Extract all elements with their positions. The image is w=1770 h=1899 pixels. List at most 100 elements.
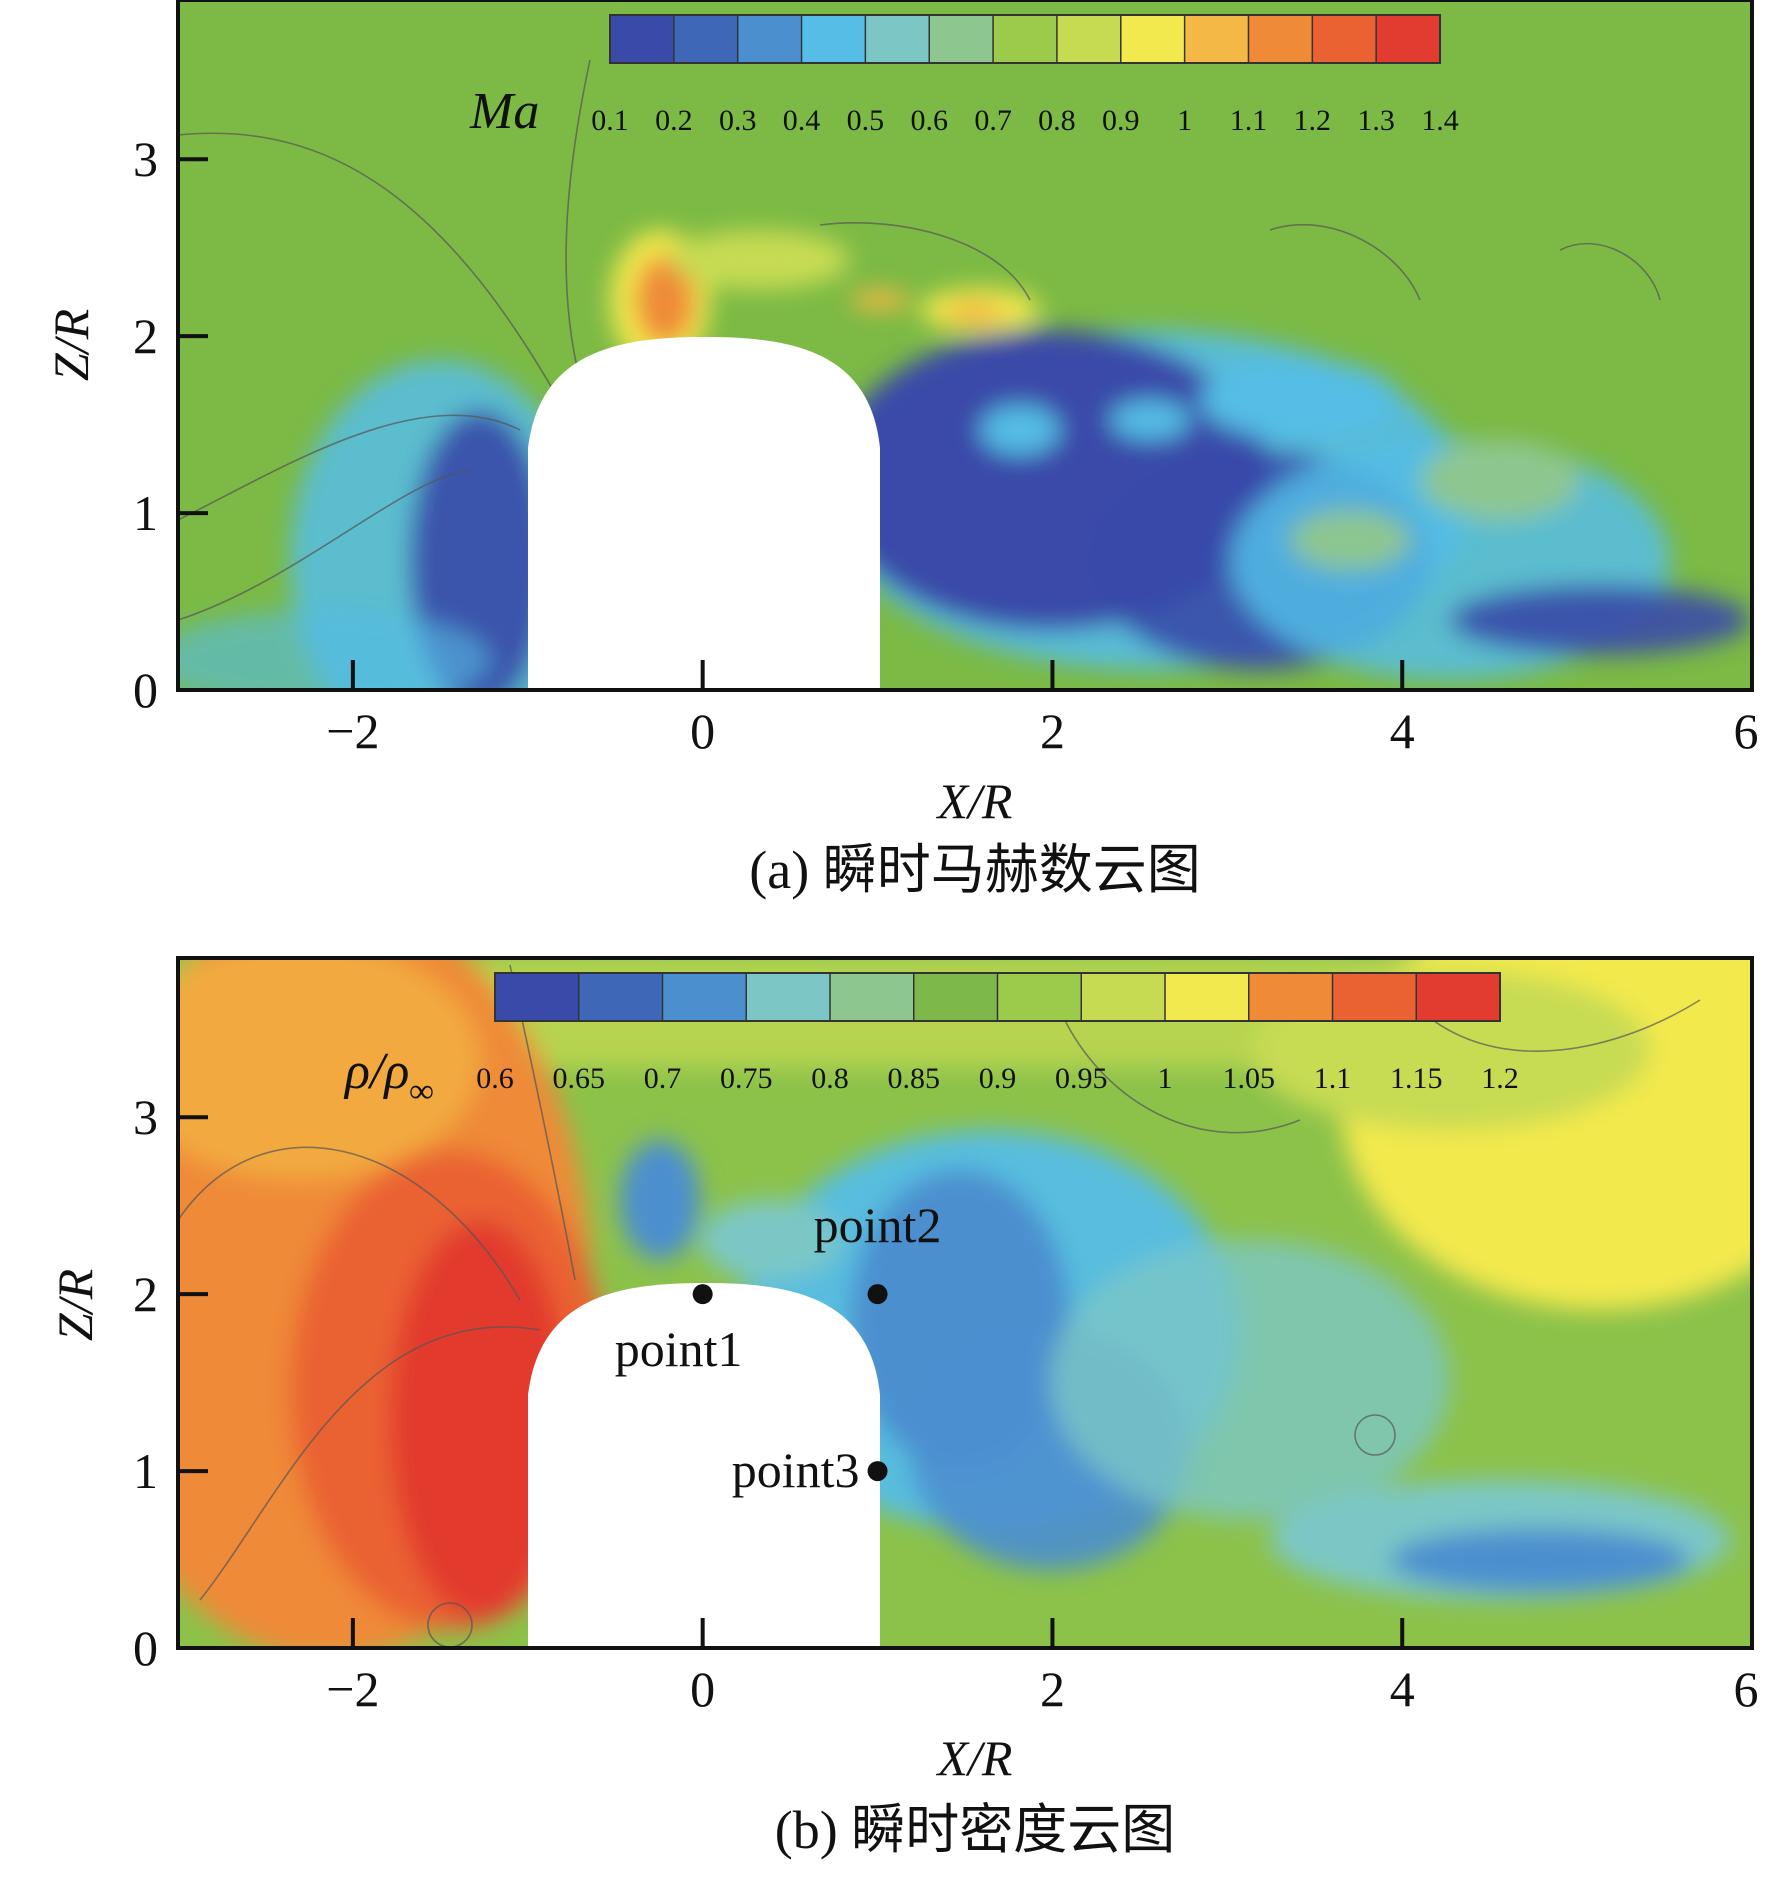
colorbar-tick-label: 0.85 (888, 1062, 941, 1095)
colorbar-tick-label: 0.6 (910, 104, 948, 137)
colorbar-segment (1332, 973, 1417, 1021)
colorbar-tick-label: 0.8 (811, 1062, 849, 1095)
colorbar-tick-label: 1.3 (1357, 104, 1395, 137)
colorbar-segment (662, 973, 747, 1021)
density-colorbar: 0.6 0.65 0.7 0.75 0.8 0.85 0.9 0.95 1 1.05 1.1 1.15… (476, 972, 1519, 1095)
x-tick-label: 0 (690, 1661, 715, 1717)
colorbar-tick-label: 1.4 (1421, 104, 1459, 137)
colorbar-segment (1165, 973, 1250, 1021)
colorbar-tick-label: 0.3 (719, 104, 757, 137)
probe-point-label: point1 (615, 1321, 743, 1377)
colorbar-segment (1376, 15, 1441, 63)
plot-frame-a (176, 0, 1754, 692)
body-shape-b (528, 1283, 880, 1648)
x-tick-label: 2 (1040, 1661, 1065, 1717)
colorbar-tick-label: 0.6 (476, 1062, 514, 1095)
colorbar-tick-label: 0.2 (655, 104, 693, 137)
colorbar-segment (1056, 15, 1122, 63)
colorbar-frame (494, 972, 1501, 1022)
y-tick-label: 1 (133, 1443, 158, 1499)
axes-b: −2 0 2 4 6 0 1 2 3 (133, 1089, 1759, 1717)
density-colorbar-title: ρ/ρ∞ (343, 1043, 434, 1110)
colorbar-segment (578, 973, 663, 1021)
x-tick-label: 4 (1390, 1661, 1415, 1717)
caption-b: (b) 瞬时密度云图 (775, 1800, 1175, 1860)
colorbar-tick-label: 0.95 (1055, 1062, 1108, 1095)
colorbar-tick-label: 1 (1177, 104, 1192, 137)
colorbar-segment (929, 15, 994, 63)
colorbar-segment (1248, 15, 1313, 63)
colorbar-segment (746, 973, 831, 1021)
colorbar-tick-label: 1.1 (1314, 1062, 1352, 1095)
x-axis-label-b: X/R (936, 1730, 1013, 1786)
colorbar-tick-label: 0.1 (591, 104, 629, 137)
colorbar-segment (1312, 15, 1377, 63)
colorbar-segment (913, 973, 998, 1021)
y-tick-label: 3 (133, 1089, 158, 1145)
colorbar-tick-label: 1.2 (1294, 104, 1332, 137)
y-axis-label-b: Z/R (47, 1269, 103, 1341)
colorbar-tick-label: 1 (1158, 1062, 1173, 1095)
colorbar-segment (610, 15, 675, 63)
probe-point-label: point3 (732, 1442, 860, 1498)
plot-frame-b (176, 956, 1754, 1650)
colorbar-segment (801, 15, 866, 63)
probe-point-label: point2 (814, 1197, 942, 1253)
colorbar-tick-label: 0.7 (644, 1062, 682, 1095)
caption-a: (a) 瞬时马赫数云图 (749, 840, 1200, 900)
colorbar-segment (865, 15, 930, 63)
probe-point-marker (867, 1461, 888, 1482)
colorbar-segment (1081, 973, 1166, 1021)
colorbar-frame (609, 14, 1441, 64)
colorbar-tick-label: 1.1 (1230, 104, 1268, 137)
body-shape-a (528, 337, 880, 690)
axes-a: −2 0 2 4 6 0 1 2 3 (133, 131, 1759, 759)
colorbar-segment (1184, 15, 1249, 63)
x-tick-label: 0 (690, 703, 715, 759)
colorbar-tick-label: 0.4 (783, 104, 821, 137)
mach-contours (178, 59, 1661, 621)
colorbar-tick-label: 1.15 (1390, 1062, 1443, 1095)
x-tick-label: 6 (1734, 1661, 1759, 1717)
y-tick-label: 2 (133, 1266, 158, 1322)
colorbar-tick-label: 0.5 (847, 104, 885, 137)
density-panel: −2 0 2 4 6 0 1 2 3 0.6 0.65 0.7 0.75 0.8 0.85 0.9 0.95 1… (47, 956, 1759, 1860)
colorbar-tick-label: 0.9 (1102, 104, 1140, 137)
probe-point-marker (692, 1284, 713, 1305)
colorbar-segment (830, 973, 915, 1021)
x-tick-label: −2 (326, 703, 379, 759)
colorbar-segment (1248, 973, 1333, 1021)
x-tick-label: 6 (1734, 703, 1759, 759)
y-tick-label: 1 (133, 485, 158, 541)
colorbar-segment (993, 15, 1058, 63)
colorbar-segment (737, 15, 803, 63)
colorbar-tick-label: 0.7 (974, 104, 1012, 137)
colorbar-tick-label: 0.9 (979, 1062, 1017, 1095)
colorbar-tick-label: 1.05 (1223, 1062, 1276, 1095)
y-axis-label-a: Z/R (43, 309, 99, 381)
colorbar-segment (495, 973, 580, 1021)
y-tick-label: 3 (133, 131, 158, 187)
mach-colorbar-title: Ma (469, 83, 539, 140)
density-field (178, 958, 1752, 1648)
x-axis-label-a: X/R (936, 773, 1013, 829)
density-colorbar-title-sub: ∞ (409, 1073, 433, 1110)
mach-number-panel: −2 0 2 4 6 0 1 2 3 0.1 0.2 0.3 0.4 0.5 0.6 0.7 0.8 0.9 1 1… (43, 0, 1759, 900)
colorbar-segment (997, 973, 1082, 1021)
mach-colorbar: 0.1 0.2 0.3 0.4 0.5 0.6 0.7 0.8 0.9 1 1.1 1.2 1.3 1.4 (591, 14, 1459, 137)
colorbar-tick-label: 0.75 (720, 1062, 773, 1095)
colorbar-segment (1120, 15, 1186, 63)
probe-point-marker (867, 1284, 888, 1305)
colorbar-segment (1416, 973, 1501, 1021)
x-tick-label: −2 (326, 1661, 379, 1717)
colorbar-segment (673, 15, 739, 63)
y-tick-label: 2 (133, 308, 158, 364)
x-tick-label: 2 (1040, 703, 1065, 759)
colorbar-tick-label: 0.8 (1038, 104, 1076, 137)
density-colorbar-title-main: ρ/ρ (343, 1043, 409, 1100)
colorbar-tick-label: 0.65 (553, 1062, 606, 1095)
y-tick-label: 0 (133, 662, 158, 718)
colorbar-tick-label: 1.2 (1481, 1062, 1519, 1095)
mach-field (178, 0, 1752, 690)
